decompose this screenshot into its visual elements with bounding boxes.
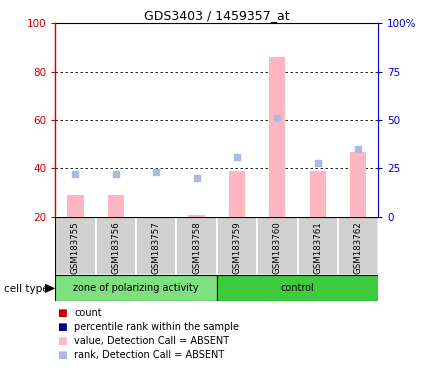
Point [354,146,361,152]
Text: GSM183762: GSM183762 [354,222,363,274]
Bar [269,57,285,217]
Bar [217,217,257,275]
Bar [96,217,136,275]
Text: value, Detection Call = ABSENT: value, Detection Call = ABSENT [74,336,230,346]
Text: ■: ■ [57,350,66,360]
Text: rank, Detection Call = ABSENT: rank, Detection Call = ABSENT [74,350,225,360]
Text: GSM183758: GSM183758 [192,222,201,274]
Point [274,115,280,121]
Point [112,171,119,177]
Text: GSM183755: GSM183755 [71,222,80,274]
Bar [108,195,124,217]
Bar [298,217,338,275]
Text: GSM183761: GSM183761 [313,222,322,274]
Text: percentile rank within the sample: percentile rank within the sample [74,322,239,332]
Text: ■: ■ [57,308,66,318]
Text: GSM183756: GSM183756 [111,222,120,274]
Text: GSM183760: GSM183760 [273,222,282,274]
Bar [136,217,176,275]
Bar [176,217,217,275]
Text: ■: ■ [57,336,66,346]
Text: ■: ■ [57,322,66,332]
Point [193,175,200,181]
Bar [350,152,366,217]
Point [314,160,321,166]
Bar [229,171,245,217]
Bar [309,171,326,217]
Text: control: control [280,283,314,293]
Text: count: count [74,308,102,318]
Polygon shape [45,283,55,293]
Title: GDS3403 / 1459357_at: GDS3403 / 1459357_at [144,9,289,22]
Bar [67,195,83,217]
Bar [338,217,378,275]
Point [233,154,240,160]
Bar [217,275,378,301]
Point [72,171,79,177]
Point [153,169,159,175]
Text: GSM183757: GSM183757 [152,222,161,274]
Bar [188,215,204,217]
Text: GSM183759: GSM183759 [232,222,241,274]
Bar [55,217,96,275]
Bar [55,275,217,301]
Text: zone of polarizing activity: zone of polarizing activity [73,283,199,293]
Bar [257,217,298,275]
Text: cell type: cell type [4,284,49,294]
